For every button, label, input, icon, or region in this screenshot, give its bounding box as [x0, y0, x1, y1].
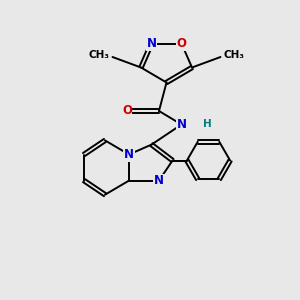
Text: N: N [124, 148, 134, 161]
Text: H: H [202, 119, 211, 129]
Text: CH₃: CH₃ [88, 50, 110, 61]
Text: O: O [176, 37, 187, 50]
Text: CH₃: CH₃ [224, 50, 244, 61]
Text: O: O [122, 104, 132, 118]
Text: N: N [146, 37, 157, 50]
Text: N: N [154, 174, 164, 187]
Text: N: N [176, 118, 187, 131]
